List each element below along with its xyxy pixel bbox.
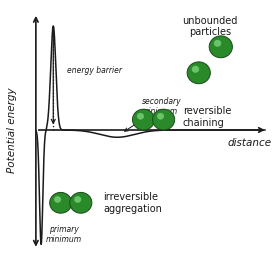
Text: reversible
chaining: reversible chaining xyxy=(183,106,231,128)
Text: Potential energy: Potential energy xyxy=(7,87,17,173)
Text: unbounded
particles: unbounded particles xyxy=(182,16,237,37)
Text: primary
minimum: primary minimum xyxy=(46,225,81,244)
Circle shape xyxy=(157,113,164,120)
Circle shape xyxy=(192,66,199,73)
Circle shape xyxy=(74,196,81,203)
Circle shape xyxy=(214,40,221,47)
Circle shape xyxy=(54,196,61,203)
Circle shape xyxy=(209,36,232,58)
Text: secondary
minimum: secondary minimum xyxy=(125,97,182,131)
Circle shape xyxy=(50,192,72,213)
Text: energy barrier: energy barrier xyxy=(67,66,122,75)
Text: distance: distance xyxy=(228,138,272,148)
Circle shape xyxy=(153,109,175,130)
Text: irreversible
aggregation: irreversible aggregation xyxy=(103,192,162,214)
Circle shape xyxy=(132,109,155,130)
Circle shape xyxy=(187,62,210,84)
Circle shape xyxy=(137,113,144,120)
Circle shape xyxy=(70,192,92,213)
